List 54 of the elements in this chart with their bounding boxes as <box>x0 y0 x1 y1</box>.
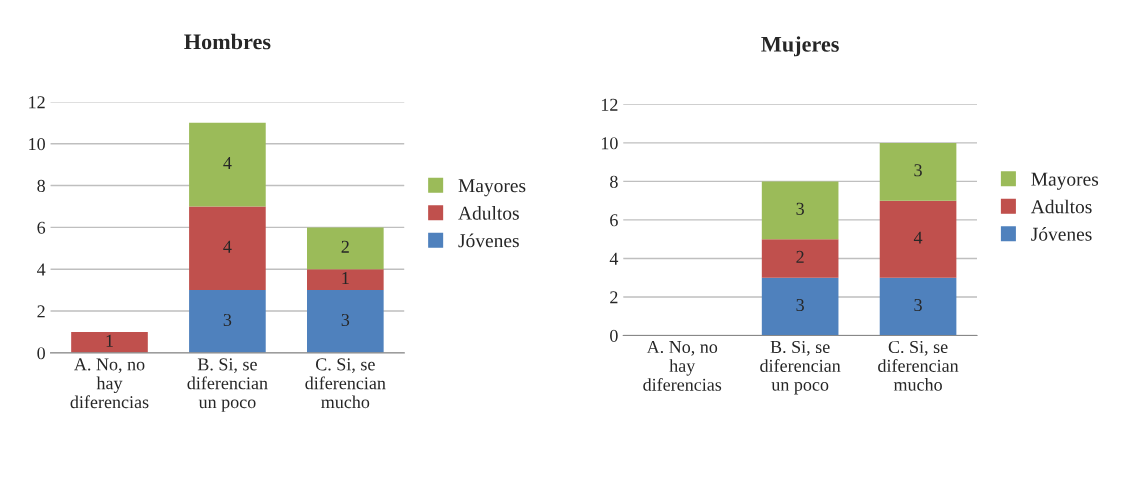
bar <box>189 290 266 353</box>
data-label: 3 <box>223 313 232 327</box>
y-tick-label: 2 <box>610 291 618 304</box>
bar <box>879 277 957 336</box>
y-tick-label: 4 <box>609 252 619 265</box>
y-tick-label: 12 <box>601 98 618 111</box>
y-tick-label: 8 <box>37 179 45 192</box>
y-tick-label: 4 <box>37 263 46 276</box>
data-label: 1 <box>106 334 113 347</box>
legend-label: Mayores <box>1031 172 1099 190</box>
data-label: 3 <box>796 202 804 215</box>
x-tick-label: C. Si, se diferencian mucho <box>305 358 386 409</box>
bar <box>307 227 384 270</box>
y-tick-label: 6 <box>37 221 46 234</box>
y-tick-label: 10 <box>601 137 618 150</box>
data-label: 3 <box>914 298 922 312</box>
data-label: 3 <box>914 164 922 177</box>
data-label: 4 <box>913 231 923 244</box>
data-label: 1 <box>342 272 349 285</box>
data-label: 2 <box>341 240 349 253</box>
data-label: 4 <box>223 157 232 169</box>
chart-title: Hombres <box>184 33 271 50</box>
bar <box>761 277 839 336</box>
bar <box>879 142 957 201</box>
bar <box>307 290 384 353</box>
y-tick-label: 6 <box>610 214 618 227</box>
bar <box>879 200 957 278</box>
legend-label: Adultos <box>1030 199 1092 214</box>
x-tick-label: B. Si, se diferencian un poco <box>187 358 268 412</box>
y-tick-label: 10 <box>29 137 45 151</box>
legend-label: Jóvenes <box>1031 227 1092 241</box>
y-tick-label: 2 <box>37 305 45 318</box>
bar <box>71 331 148 353</box>
y-tick-label: 8 <box>610 175 618 188</box>
x-tick-label: A. No, no hay diferencias <box>643 340 722 391</box>
y-tick-label: 0 <box>37 347 45 360</box>
bar <box>189 122 266 207</box>
bar <box>761 239 839 278</box>
bar <box>307 269 384 291</box>
bar <box>189 206 266 291</box>
x-tick-label: C. Si, se diferencian mucho <box>878 340 959 391</box>
data-label: 3 <box>341 313 350 327</box>
legend-label: Jóvenes <box>458 233 519 248</box>
bar <box>761 181 839 240</box>
data-label: 3 <box>796 298 804 312</box>
y-tick-label: 12 <box>29 96 45 109</box>
legend-label: Adultos <box>458 206 519 220</box>
data-label: 4 <box>223 240 232 253</box>
data-label: 2 <box>796 250 804 263</box>
chart-title: Mujeres <box>761 36 839 57</box>
x-tick-label: B. Si, se diferencian un poco <box>760 340 841 395</box>
y-tick-label: 0 <box>610 329 618 342</box>
x-tick-label: A. No, no hay diferencias <box>70 358 149 409</box>
legend-label: Mayores <box>458 179 526 197</box>
